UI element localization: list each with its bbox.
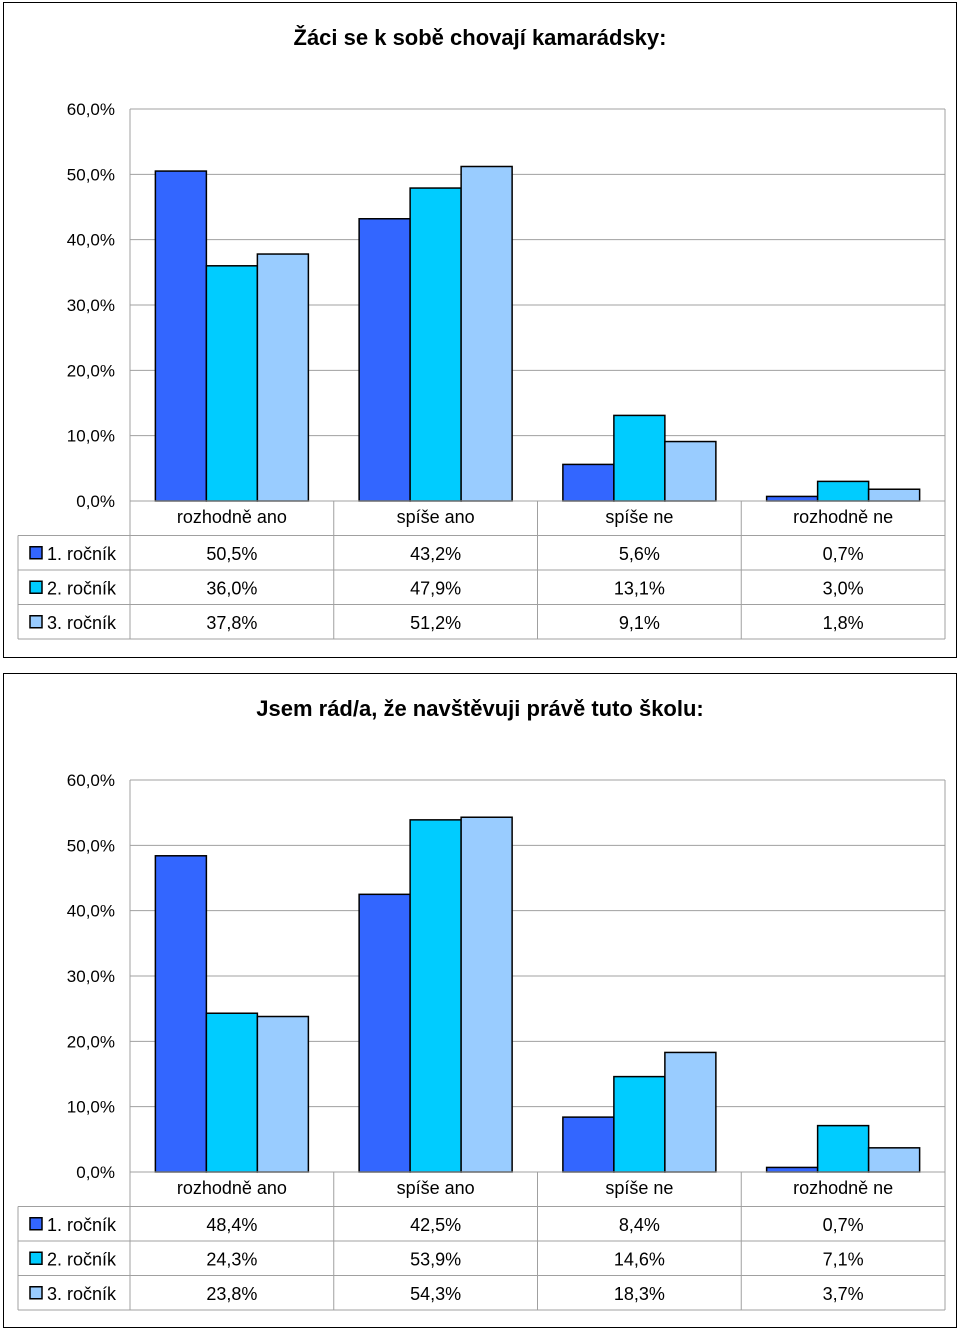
data-label: 14,6% <box>614 1249 665 1269</box>
bar-2-ro-n-k-cat-1 <box>205 265 259 502</box>
bar-1-ro-n-k-cat-4 <box>765 1166 819 1173</box>
legend-key-1 <box>29 1217 43 1231</box>
category-label: rozhodně ano <box>177 507 287 527</box>
bar-1-ro-n-k-cat-1 <box>154 855 208 1173</box>
data-label: 53,9% <box>410 1249 461 1269</box>
legend-key-1 <box>29 546 43 560</box>
bar-2-ro-n-k-cat-1 <box>205 1012 259 1173</box>
data-label: 42,5% <box>410 1215 461 1235</box>
bar-2-ro-n-k-cat-2 <box>409 819 462 1173</box>
y-tick-label: 40,0% <box>67 231 115 250</box>
data-label: 1,8% <box>823 613 864 633</box>
y-tick-label: 0,0% <box>76 492 115 511</box>
y-tick-label: 0,0% <box>76 1163 115 1182</box>
category-label: rozhodně ano <box>177 1178 287 1198</box>
data-label: 47,9% <box>410 578 461 598</box>
bar-3-ro-n-k-cat-4 <box>867 488 921 502</box>
bar-chart-2: 0,0% 10,0% 20,0% 30,0% 40,0% 50,0% 60,0% rozhod… <box>17 771 946 1311</box>
data-label: 3,7% <box>823 1284 864 1304</box>
chart-title: Jsem rád/a, že navštěvuji právě tuto ško… <box>256 696 704 721</box>
data-label: 37,8% <box>206 613 257 633</box>
data-label: 9,1% <box>619 613 660 633</box>
category-label: spíše ne <box>605 1178 673 1198</box>
series-name: 2. ročník <box>47 1249 117 1269</box>
y-tick-label: 20,0% <box>67 361 115 380</box>
data-label: 3,0% <box>823 578 864 598</box>
bar-2-ro-n-k-cat-3 <box>613 414 666 502</box>
data-label: 50,5% <box>206 544 257 564</box>
bar-2-ro-n-k-cat-3 <box>613 1075 666 1173</box>
category-label: rozhodně ne <box>793 507 893 527</box>
series-name: 1. ročník <box>47 544 117 564</box>
bar-3-ro-n-k-cat-2 <box>460 816 513 1173</box>
data-label: 23,8% <box>206 1284 257 1304</box>
legend-key-2 <box>29 1251 43 1265</box>
bar-2-ro-n-k-cat-2 <box>409 187 462 502</box>
bar-3-ro-n-k-cat-2 <box>460 165 513 502</box>
series-name: 3. ročník <box>47 613 117 633</box>
data-label: 24,3% <box>206 1249 257 1269</box>
chart-panel-2: Jsem rád/a, že navštěvuji právě tuto ško… <box>3 673 957 1328</box>
series-name: 2. ročník <box>47 578 117 598</box>
bar-1-ro-n-k-cat-1 <box>154 170 208 502</box>
bar-3-ro-n-k-cat-3 <box>664 1051 717 1173</box>
y-tick-label: 10,0% <box>67 1098 115 1117</box>
y-tick-label: 10,0% <box>67 427 115 446</box>
legend-key-2 <box>29 580 43 594</box>
bar-1-ro-n-k-cat-3 <box>562 1116 615 1173</box>
category-label: rozhodně ne <box>793 1178 893 1198</box>
y-tick-label: 30,0% <box>67 296 115 315</box>
data-label: 0,7% <box>823 544 864 564</box>
series-name: 3. ročník <box>47 1284 117 1304</box>
legend-key-3 <box>29 615 43 629</box>
bar-2-ro-n-k-cat-4 <box>816 480 870 502</box>
y-tick-label: 60,0% <box>67 100 115 119</box>
series-name: 1. ročník <box>47 1215 117 1235</box>
bar-3-ro-n-k-cat-3 <box>664 440 717 502</box>
category-label: spíše ano <box>397 507 475 527</box>
data-label: 13,1% <box>614 578 665 598</box>
data-label: 43,2% <box>410 544 461 564</box>
data-label: 48,4% <box>206 1215 257 1235</box>
y-tick-label: 50,0% <box>67 836 115 855</box>
data-label: 7,1% <box>823 1249 864 1269</box>
chart-panel-1: Žáci se k sobě chovají kamarádsky: 0,0% 1… <box>3 2 957 658</box>
y-tick-label: 50,0% <box>67 165 115 184</box>
bar-3-ro-n-k-cat-4 <box>867 1147 921 1173</box>
data-label: 54,3% <box>410 1284 461 1304</box>
y-tick-label: 20,0% <box>67 1032 115 1051</box>
bar-chart-1: 0,0% 10,0% 20,0% 30,0% 40,0% 50,0% 60,0% rozhod… <box>17 100 946 640</box>
data-label: 51,2% <box>410 613 461 633</box>
y-tick-label: 40,0% <box>67 902 115 921</box>
bar-3-ro-n-k-cat-1 <box>256 1015 310 1173</box>
data-label: 18,3% <box>614 1284 665 1304</box>
data-label: 5,6% <box>619 544 660 564</box>
category-label: spíše ne <box>605 507 673 527</box>
bar-1-ro-n-k-cat-2 <box>358 218 411 502</box>
y-tick-label: 60,0% <box>67 771 115 790</box>
legend-key-3 <box>29 1286 43 1300</box>
bar-1-ro-n-k-cat-4 <box>765 495 819 502</box>
chart-title: Žáci se k sobě chovají kamarádsky: <box>293 25 667 50</box>
bar-3-ro-n-k-cat-1 <box>256 253 310 502</box>
data-label: 0,7% <box>823 1215 864 1235</box>
data-label: 36,0% <box>206 578 257 598</box>
y-tick-label: 30,0% <box>67 967 115 986</box>
bar-1-ro-n-k-cat-2 <box>358 893 411 1173</box>
bar-2-ro-n-k-cat-4 <box>816 1124 870 1173</box>
category-label: spíše ano <box>397 1178 475 1198</box>
data-label: 8,4% <box>619 1215 660 1235</box>
bar-1-ro-n-k-cat-3 <box>562 463 615 502</box>
